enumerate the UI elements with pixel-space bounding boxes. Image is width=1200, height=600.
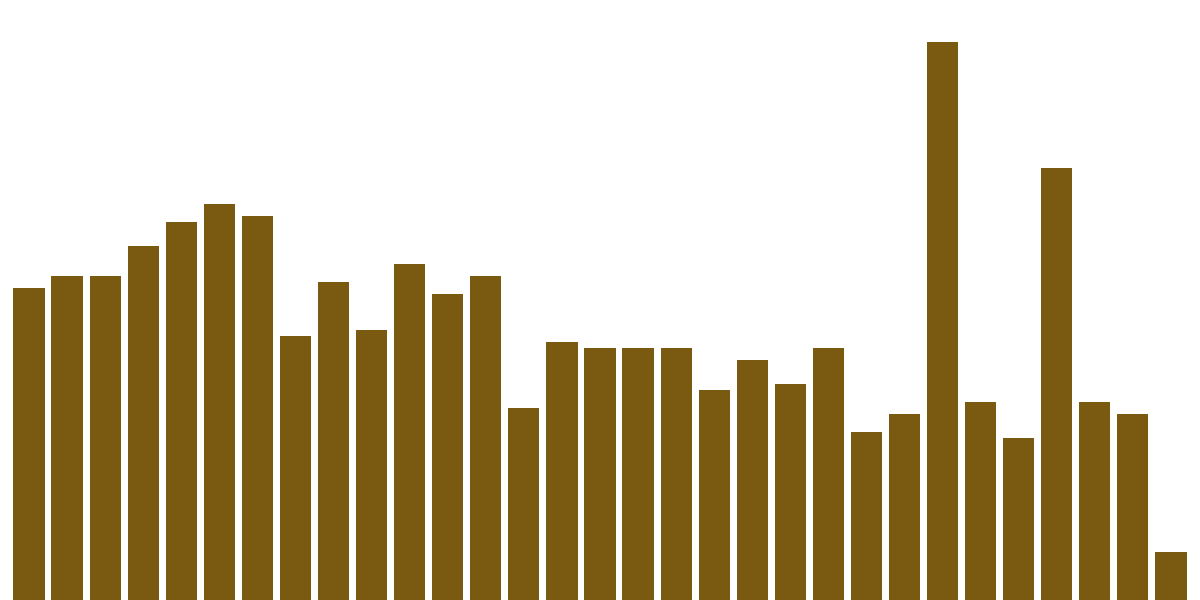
bar	[622, 348, 653, 600]
bar	[965, 402, 996, 600]
bar	[1117, 414, 1148, 600]
bar	[584, 348, 615, 600]
bar	[1079, 402, 1110, 600]
bar	[204, 204, 235, 600]
bar	[13, 288, 44, 600]
bar	[927, 42, 958, 600]
bar	[432, 294, 463, 600]
bar	[775, 384, 806, 600]
bar	[546, 342, 577, 600]
bar	[128, 246, 159, 600]
bar	[508, 408, 539, 600]
bar	[394, 264, 425, 600]
bar	[51, 276, 82, 600]
bar	[1041, 168, 1072, 600]
bar	[1155, 552, 1186, 600]
bar	[889, 414, 920, 600]
bar	[699, 390, 730, 600]
bar	[166, 222, 197, 600]
bar	[1003, 438, 1034, 600]
bar	[318, 282, 349, 600]
bar	[851, 432, 882, 600]
bar	[470, 276, 501, 600]
bar	[242, 216, 273, 600]
bar	[737, 360, 768, 600]
bar	[813, 348, 844, 600]
bar	[356, 330, 387, 600]
bar	[661, 348, 692, 600]
bar-chart	[0, 0, 1200, 600]
bar	[280, 336, 311, 600]
bar	[90, 276, 121, 600]
